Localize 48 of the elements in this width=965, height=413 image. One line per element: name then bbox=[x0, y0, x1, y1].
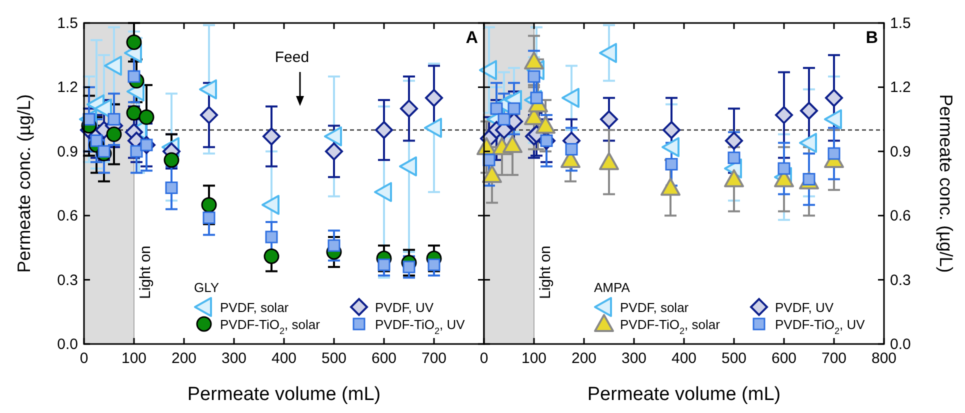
band-label: Light on bbox=[537, 246, 554, 299]
x-tick-label: 400 bbox=[671, 350, 697, 367]
x-tick-label: 800 bbox=[871, 350, 897, 367]
x-tick-label: 500 bbox=[321, 350, 347, 367]
band-label: Light on bbox=[137, 246, 154, 299]
x-tick-label: 300 bbox=[221, 350, 247, 367]
y2-tick-label: 0.3 bbox=[890, 272, 911, 289]
x-tick-label: 700 bbox=[421, 350, 447, 367]
annotation: Feed bbox=[274, 49, 310, 66]
y2-tick-label: 1.5 bbox=[890, 15, 911, 32]
chart-title: A bbox=[466, 28, 478, 47]
legend-label: PVDF-TiO$_{2}$, UV bbox=[375, 317, 466, 336]
x-axis-title: Permeate volume (mL) bbox=[587, 384, 781, 405]
x-tick-label: 400 bbox=[271, 350, 297, 367]
y-tick-label: 0.6 bbox=[57, 208, 78, 225]
legend-label: PVDF, solar bbox=[220, 300, 290, 315]
x-axis-title: Permeate volume (mL) bbox=[187, 384, 381, 405]
chart-title: B bbox=[866, 28, 878, 47]
y2-tick-label: 0.9 bbox=[890, 143, 911, 160]
x-tick-label: 600 bbox=[771, 350, 797, 367]
legend-label: PVDF, UV bbox=[775, 300, 834, 315]
y2-tick-label: 0.0 bbox=[890, 336, 911, 353]
y-tick-label: 1.5 bbox=[57, 15, 78, 32]
legend-label: PVDF-TiO$_{2}$, solar bbox=[620, 317, 721, 336]
x-tick-label: 100 bbox=[121, 350, 147, 367]
legend-label: PVDF, UV bbox=[375, 300, 434, 315]
y-tick-label: 0.9 bbox=[57, 143, 78, 160]
legend-title: AMPA bbox=[594, 280, 630, 295]
y2-axis-title: Permeate conc. (µg/L) bbox=[936, 94, 956, 273]
x-tick-label: 600 bbox=[371, 350, 397, 367]
legend-label: PVDF, solar bbox=[620, 300, 690, 315]
legend-label: PVDF-TiO$_{2}$, solar bbox=[220, 317, 321, 336]
y-tick-label: 0.3 bbox=[57, 272, 78, 289]
y2-tick-label: 1.2 bbox=[890, 79, 911, 96]
x-tick-label: 700 bbox=[821, 350, 847, 367]
x-tick-label: 100 bbox=[521, 350, 547, 367]
x-tick-label: 500 bbox=[721, 350, 747, 367]
y-tick-label: 0.0 bbox=[57, 336, 78, 353]
x-tick-label: 200 bbox=[171, 350, 197, 367]
y-axis-title: Permeate conc. (µg/L) bbox=[14, 94, 34, 273]
y2-tick-label: 0.6 bbox=[890, 208, 911, 225]
x-tick-label: 200 bbox=[571, 350, 597, 367]
legend-label: PVDF-TiO$_{2}$, UV bbox=[775, 317, 866, 336]
x-tick-label: 0 bbox=[480, 350, 488, 367]
y-tick-label: 1.2 bbox=[57, 79, 78, 96]
legend-title: GLY bbox=[194, 280, 220, 295]
x-tick-label: 300 bbox=[621, 350, 647, 367]
x-tick-label: 0 bbox=[80, 350, 88, 367]
